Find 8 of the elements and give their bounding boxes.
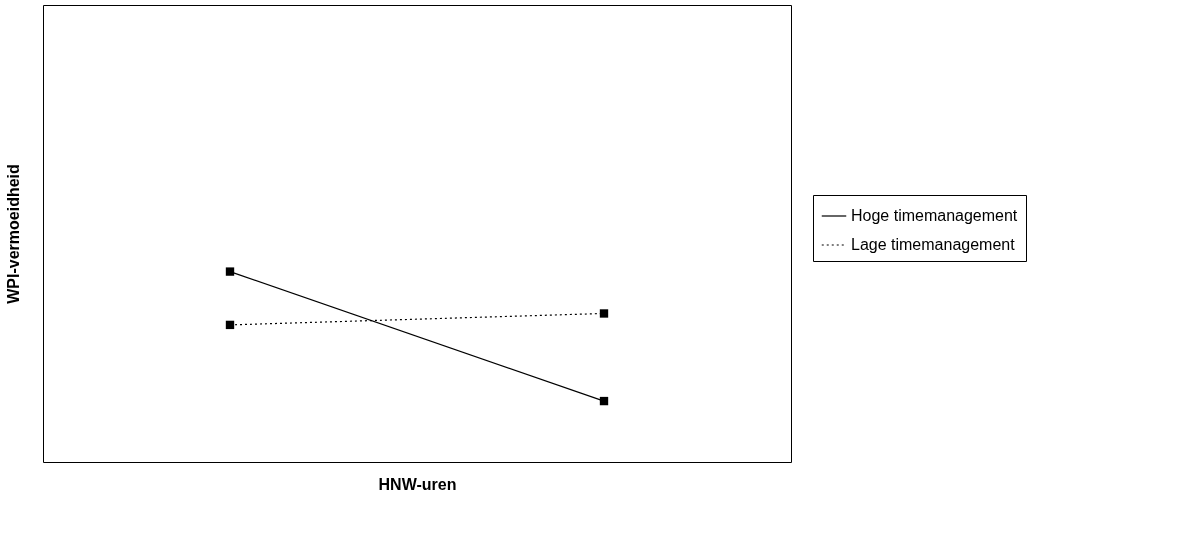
legend-label: Lage timemanagement	[851, 236, 1016, 253]
x-axis-title: HNW-uren	[378, 475, 457, 493]
point	[225, 267, 235, 276]
y-axis-title: WPI-vermoeidheid	[4, 164, 22, 304]
point	[599, 396, 609, 406]
legend-label: Hoge timemanagement	[851, 207, 1018, 224]
point	[225, 320, 235, 330]
point	[599, 309, 609, 318]
